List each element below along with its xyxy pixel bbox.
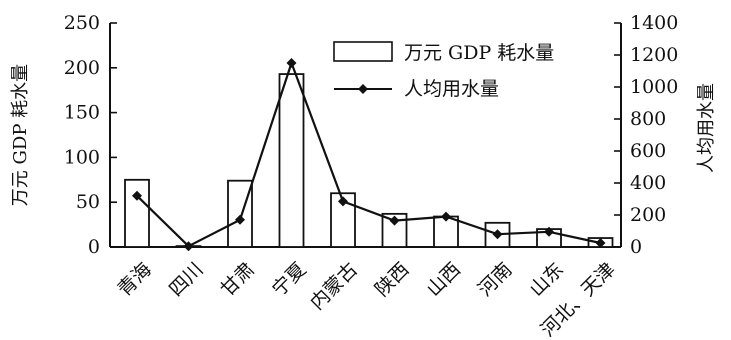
- right-axis-title: 人均用水量: [696, 83, 717, 173]
- line-point: [389, 215, 400, 226]
- left-y-ticks: 0 50 100 150 200 250: [64, 12, 117, 258]
- line-series: [132, 58, 606, 252]
- bar: [381, 212, 408, 248]
- line-point: [441, 211, 451, 222]
- legend-line-marker: [358, 84, 368, 94]
- bar: [227, 179, 253, 248]
- bar-series: [124, 73, 614, 248]
- right-y-ticks: 0 200 400 600 800 1000 1200 1400: [614, 12, 678, 258]
- line-point: [595, 238, 606, 248]
- right-tick-label: 200: [630, 204, 666, 226]
- category-label: 甘肃: [217, 258, 259, 300]
- line-point: [338, 196, 348, 207]
- legend: 万元 GDP 耗水量 人均用水量: [333, 41, 554, 100]
- right-tick-label: 1000: [630, 76, 678, 98]
- line-point: [235, 214, 245, 225]
- right-tick-label: 800: [630, 108, 666, 130]
- right-tick-label: 400: [630, 172, 666, 194]
- left-axis-title: 万元 GDP 耗水量: [10, 64, 31, 206]
- right-tick-label: 1400: [630, 12, 678, 34]
- left-tick-label: 150: [64, 102, 100, 124]
- line-path: [136, 59, 601, 248]
- left-tick-label: 200: [64, 57, 100, 79]
- bar: [124, 178, 150, 248]
- category-label: 内蒙古: [306, 258, 362, 314]
- category-label: 山东: [526, 258, 568, 300]
- line-point: [544, 226, 554, 237]
- category-label: 陕西: [371, 258, 413, 300]
- line-point: [492, 229, 503, 240]
- category-label: 四川: [165, 258, 207, 300]
- legend-bar-swatch: [333, 41, 393, 62]
- right-tick-label: 600: [630, 140, 666, 162]
- legend-bar-label: 万元 GDP 耗水量: [404, 42, 554, 64]
- category-label: 河南: [474, 258, 516, 300]
- left-tick-label: 0: [88, 236, 100, 258]
- left-tick-label: 50: [76, 191, 100, 213]
- bar: [330, 192, 356, 248]
- category-label: 宁夏: [268, 258, 310, 300]
- line-point: [183, 241, 194, 252]
- right-tick-label: 0: [630, 236, 642, 258]
- bar: [278, 73, 305, 248]
- legend-line-label: 人均用水量: [404, 78, 499, 100]
- line-point: [286, 58, 297, 68]
- left-tick-label: 100: [64, 146, 100, 168]
- category-label: 山西: [423, 258, 465, 300]
- category-label: 青海: [114, 258, 156, 300]
- line-point: [132, 190, 142, 201]
- left-tick-label: 250: [64, 12, 100, 34]
- right-tick-label: 1200: [630, 44, 678, 66]
